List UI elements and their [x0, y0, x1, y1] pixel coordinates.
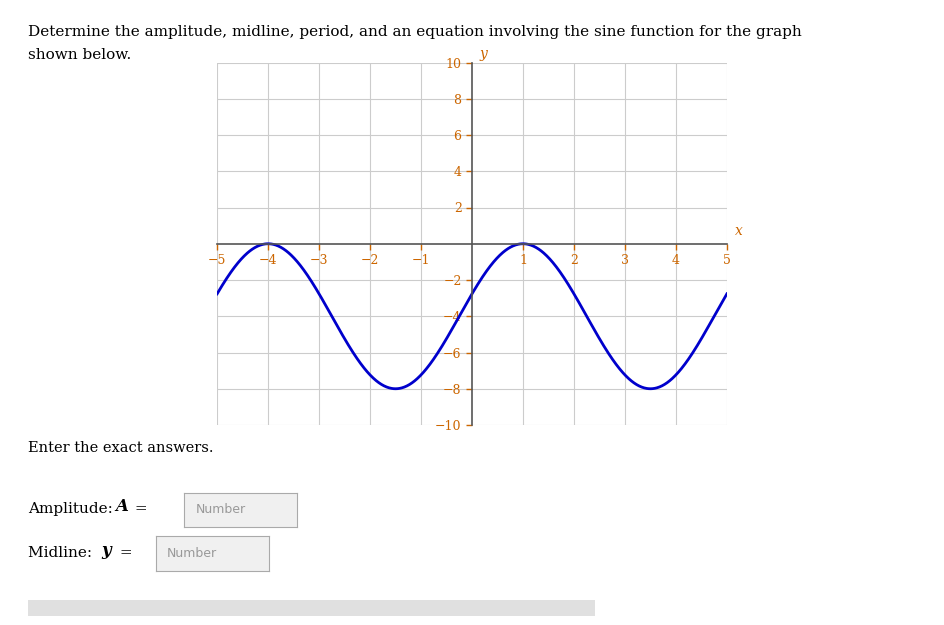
Text: y: y: [101, 542, 110, 559]
Text: Number: Number: [167, 547, 217, 560]
Text: Determine the amplitude, midline, period, and an equation involving the sine fun: Determine the amplitude, midline, period…: [28, 25, 802, 62]
Text: Amplitude:: Amplitude:: [28, 503, 118, 516]
Text: Midline:: Midline:: [28, 546, 97, 560]
Text: y: y: [480, 47, 487, 61]
Text: Number: Number: [195, 503, 245, 516]
Text: Enter the exact answers.: Enter the exact answers.: [28, 441, 214, 454]
Text: =: =: [115, 546, 138, 560]
Text: =: =: [130, 503, 153, 516]
Text: x: x: [734, 224, 742, 238]
Text: A: A: [115, 498, 128, 516]
